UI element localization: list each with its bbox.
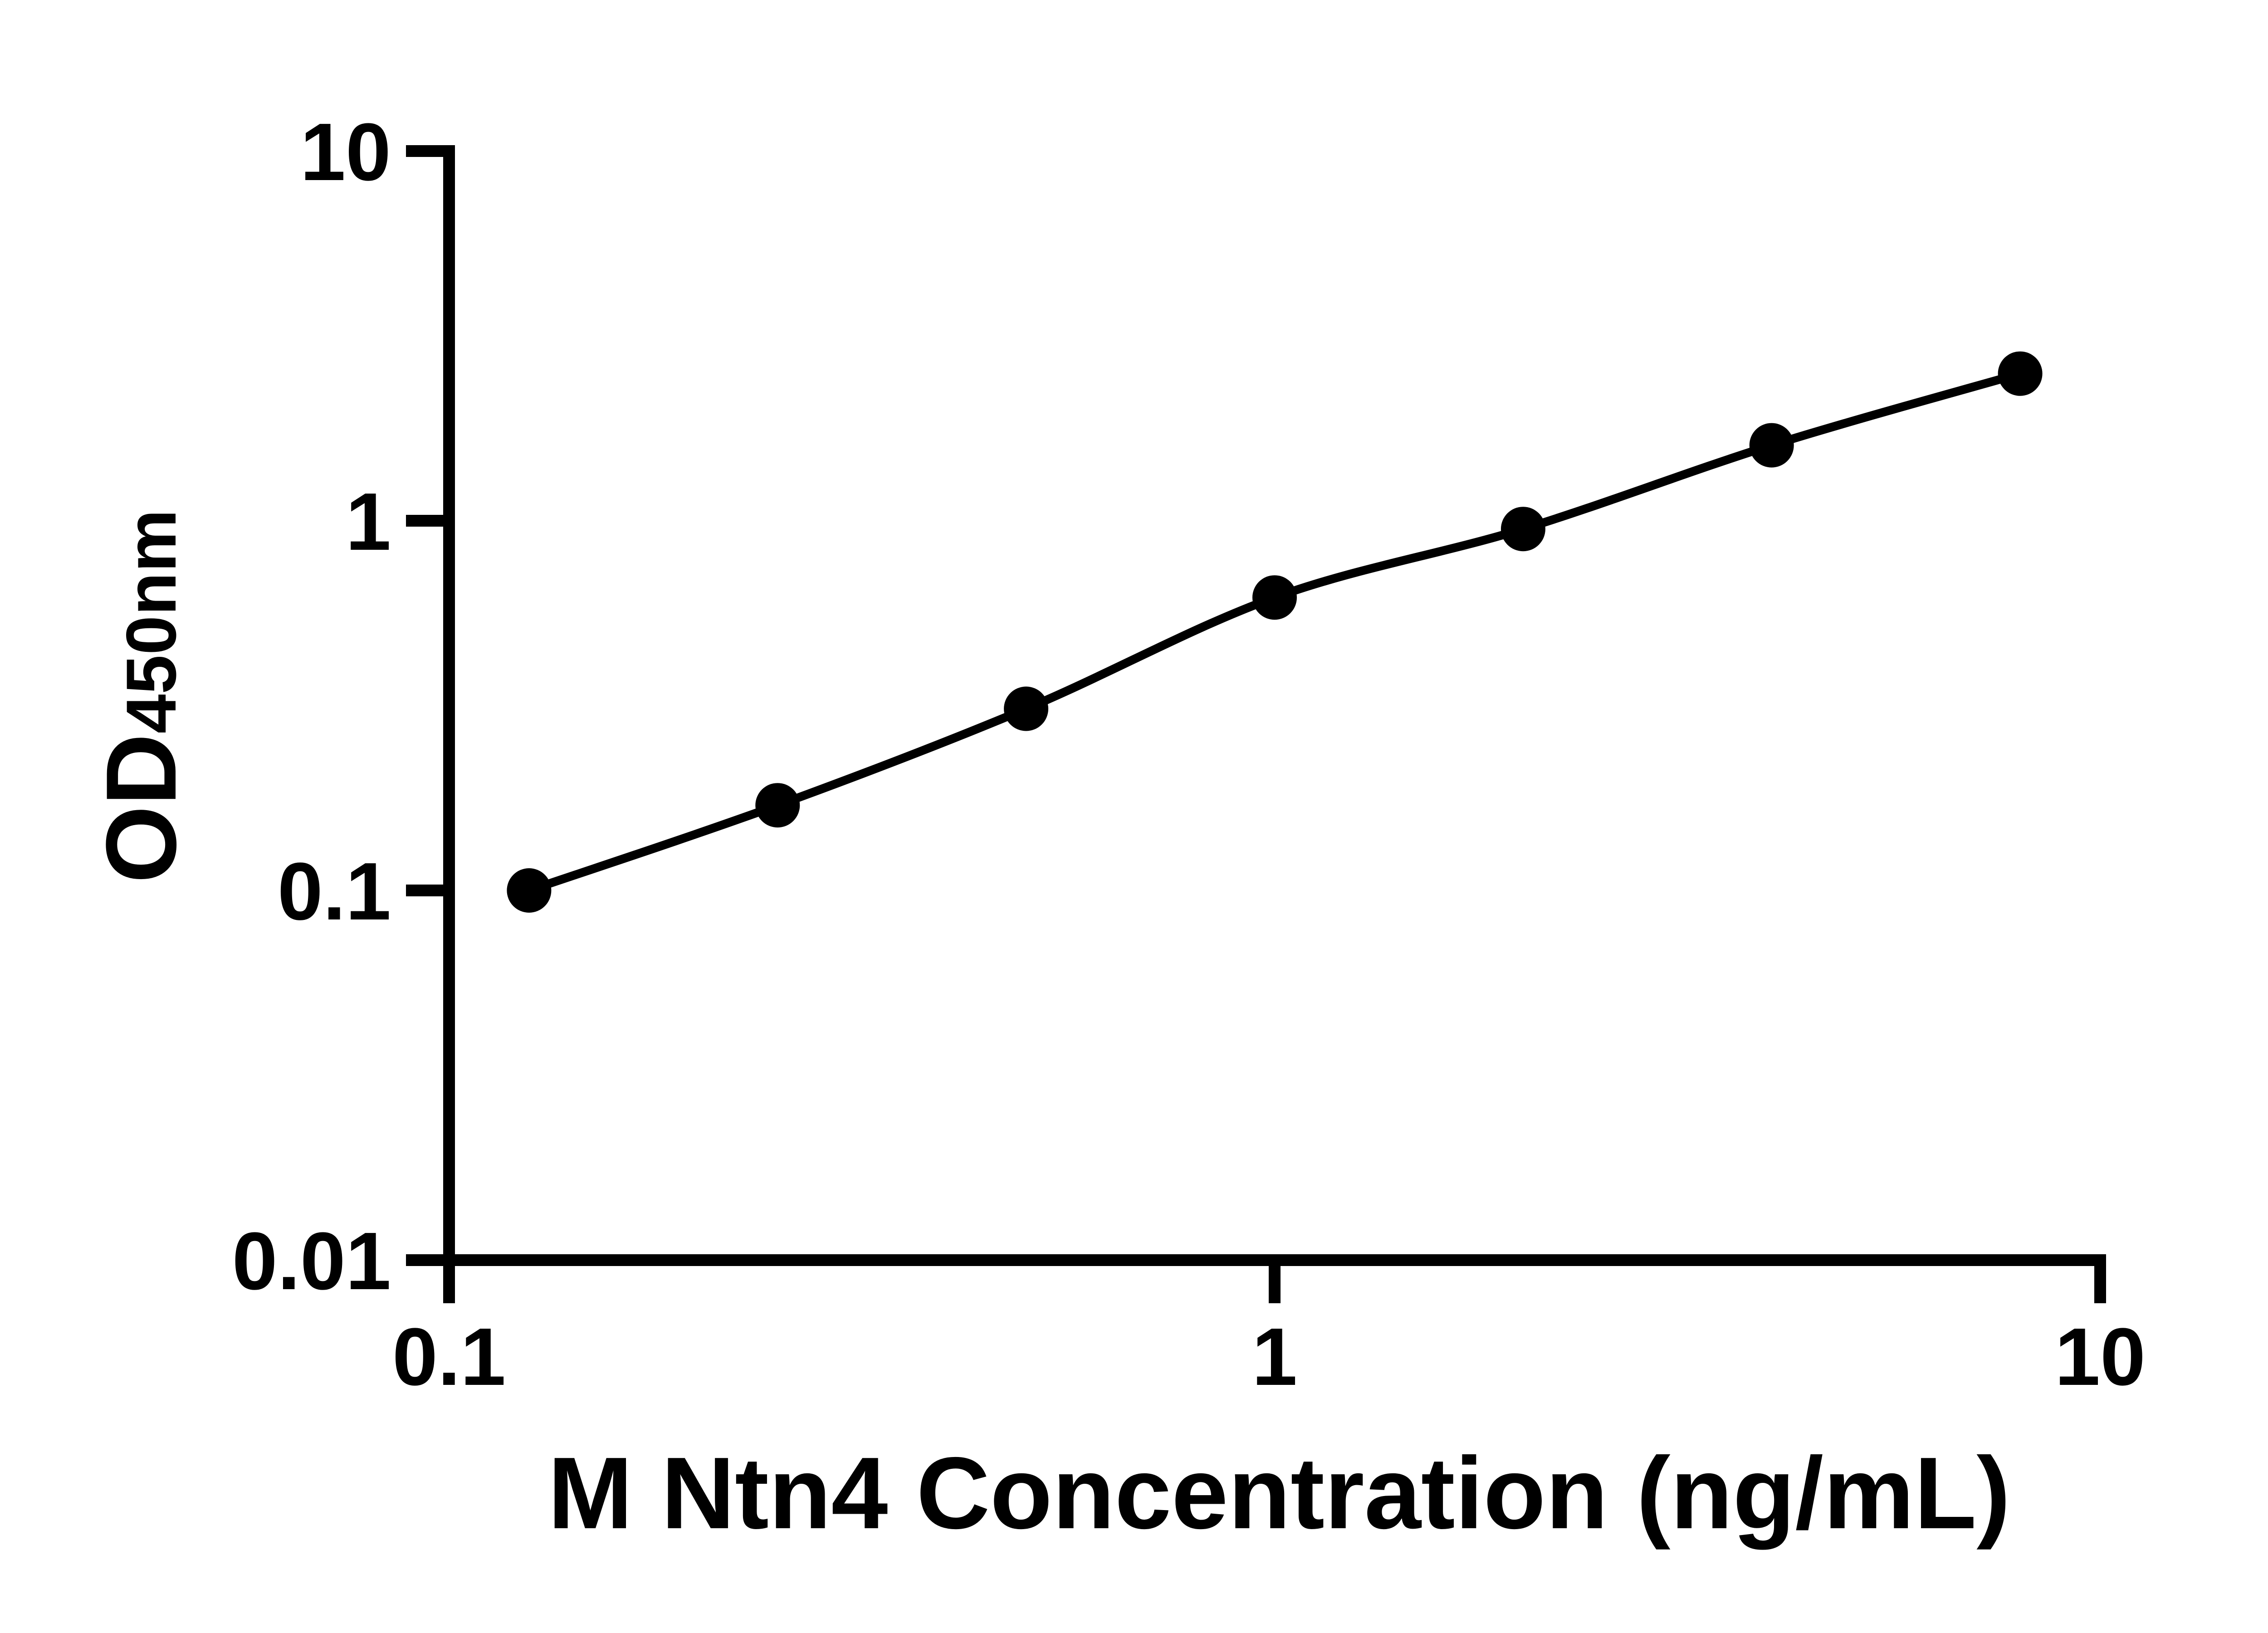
y-tick-label: 0.1 (278, 846, 391, 937)
data-series (507, 351, 2043, 913)
data-point-marker (1004, 686, 1049, 731)
data-point-marker (755, 783, 800, 828)
y-axis-title: OD450nm (85, 509, 197, 883)
x-tick-label: 10 (2055, 1311, 2146, 1403)
tick-marks (406, 145, 2106, 1303)
data-point-marker (1252, 575, 1297, 620)
axes (443, 151, 2106, 1266)
x-tick-label: 0.1 (392, 1311, 506, 1403)
y-tick-label: 0.01 (232, 1216, 391, 1307)
data-point-marker (1749, 423, 1794, 468)
x-tick-label: 1 (1252, 1311, 1297, 1403)
y-tick-label: 1 (346, 476, 391, 567)
data-point-marker (1501, 507, 1545, 552)
y-axis-title-text: OD (85, 733, 197, 883)
y-axis-title-subscript: 450nm (112, 509, 191, 733)
y-tick-label: 10 (300, 107, 391, 198)
data-point-marker (507, 868, 552, 913)
x-axis-title: M Ntn4 Concentration (ng/mL) (548, 1436, 2011, 1550)
data-point-marker (1998, 351, 2043, 396)
fitted-curve-line (524, 369, 2025, 895)
